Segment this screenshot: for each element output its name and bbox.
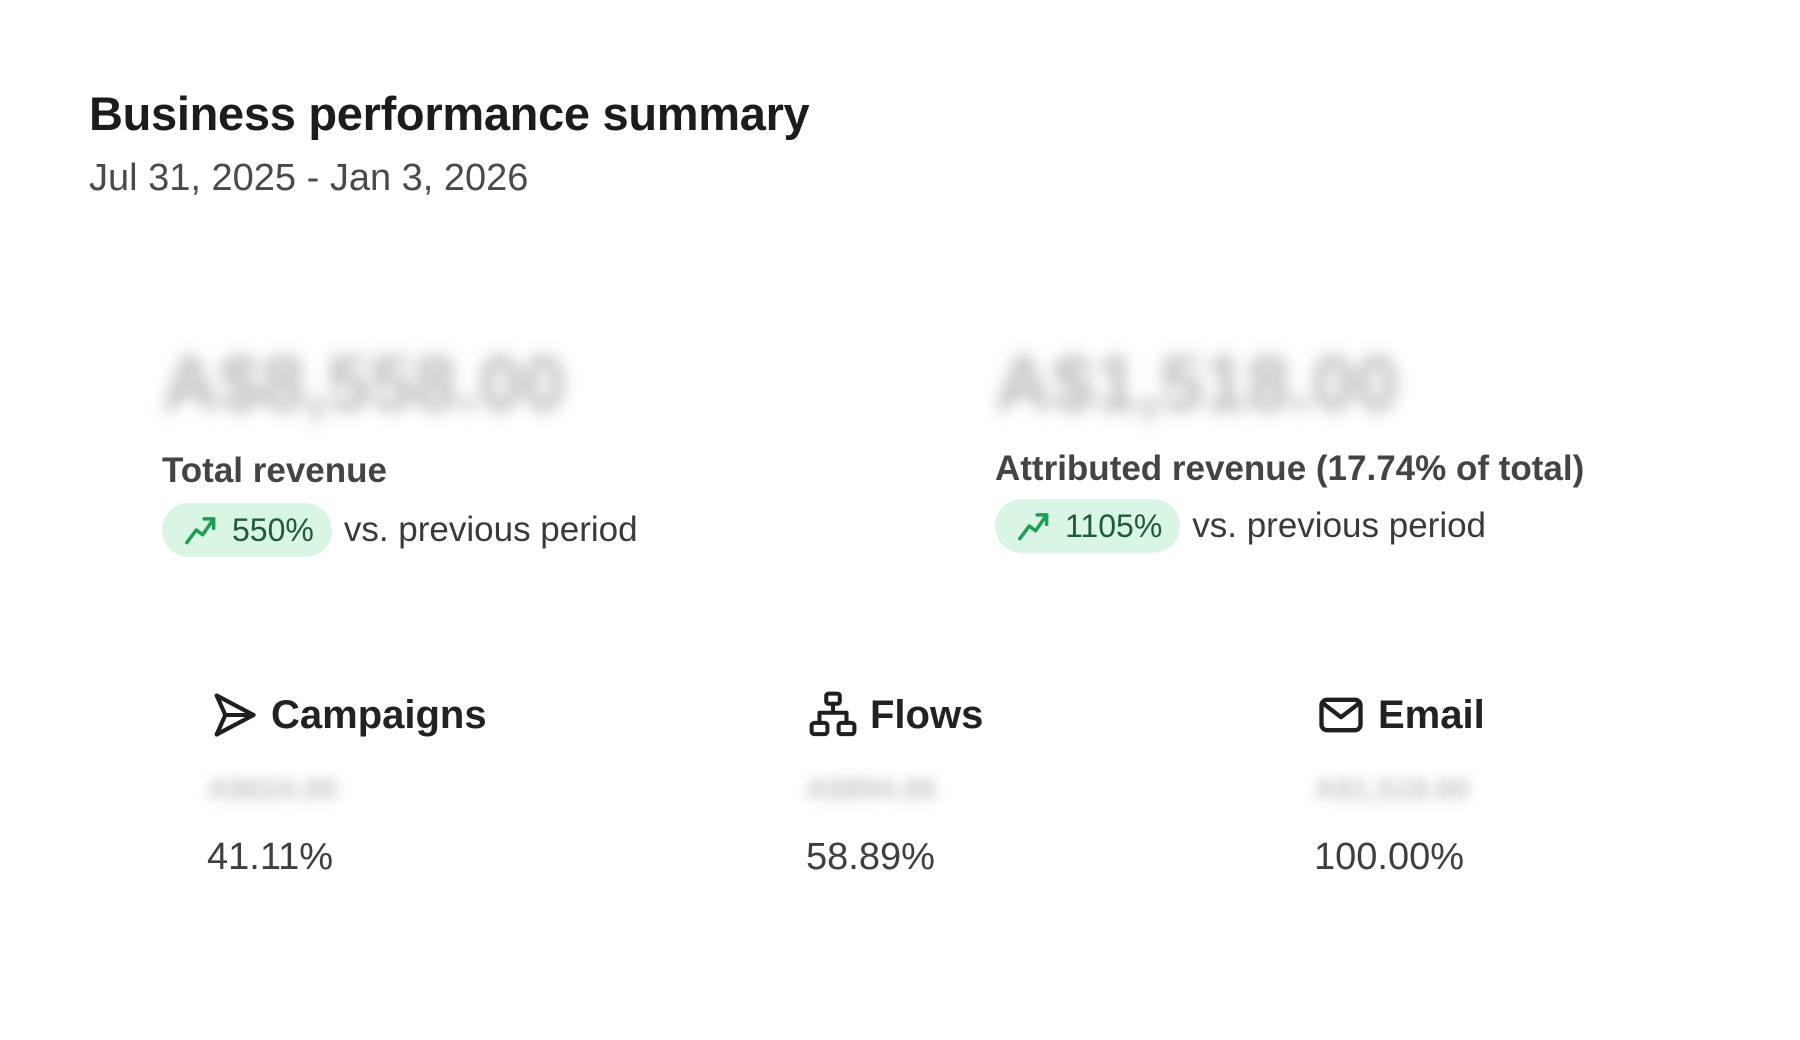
total-revenue-change: 550% vs. previous period — [162, 503, 638, 557]
attributed-revenue-change: 1105% vs. previous period — [995, 499, 1584, 553]
attributed-revenue-value: A$1,518.00 — [995, 339, 1399, 427]
channel-flows: Flows A$894.00 58.89% — [806, 686, 983, 879]
channel-campaigns: Campaigns A$624.00 41.11% — [207, 686, 487, 879]
trending-up-icon — [185, 517, 216, 545]
channel-header: Flows — [806, 686, 983, 744]
channel-header: Email — [1314, 686, 1485, 744]
channel-share: 100.00% — [1314, 836, 1465, 878]
comparison-text: vs. previous period — [1192, 506, 1487, 545]
channel-name: Flows — [870, 692, 984, 737]
trend-value: 550% — [232, 511, 314, 548]
trend-badge: 550% — [162, 503, 332, 557]
trending-up-icon — [1018, 513, 1049, 541]
channel-revenue: A$1,518.00 — [1314, 773, 1470, 806]
trend-badge: 1105% — [995, 499, 1181, 553]
page-title: Business performance summary — [89, 87, 810, 140]
channel-header: Campaigns — [207, 686, 487, 744]
channel-name: Email — [1378, 692, 1485, 737]
flow-icon — [806, 688, 860, 742]
send-icon — [207, 688, 261, 742]
channel-revenue: A$894.00 — [806, 773, 937, 806]
attributed-revenue-label: Attributed revenue (17.74% of total) — [995, 449, 1585, 488]
attributed-revenue-card: A$1,518.00 Attributed revenue (17.74% of… — [995, 335, 1584, 553]
total-revenue-value: A$8,558.00 — [162, 339, 566, 427]
channel-email: Email A$1,518.00 100.00% — [1314, 686, 1485, 879]
comparison-text: vs. previous period — [343, 510, 638, 549]
trend-value: 1105% — [1065, 507, 1163, 544]
channel-name: Campaigns — [271, 692, 487, 737]
channel-share: 58.89% — [806, 836, 935, 878]
channel-revenue: A$624.00 — [207, 773, 338, 806]
channel-share: 41.11% — [207, 836, 334, 878]
mail-icon — [1314, 688, 1368, 742]
total-revenue-card: A$8,558.00 Total revenue 550% vs. previo… — [162, 335, 638, 557]
total-revenue-label: Total revenue — [162, 451, 387, 490]
date-range: Jul 31, 2025 - Jan 3, 2026 — [89, 157, 529, 199]
